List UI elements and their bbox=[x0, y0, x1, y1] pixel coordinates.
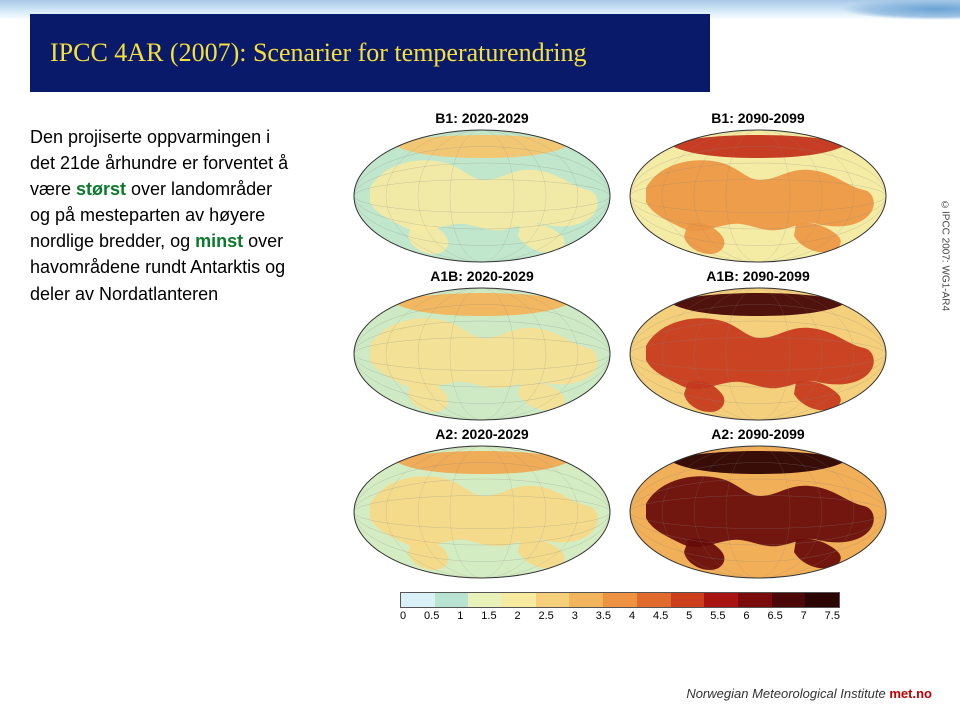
colorbar-tick: 2.5 bbox=[539, 610, 554, 622]
credit-text: ©IPCC 2007: WG1-AR4 bbox=[940, 200, 951, 311]
colorbar-tick: 4 bbox=[629, 610, 635, 622]
map-label: A1B: 2020-2029 bbox=[352, 268, 612, 284]
globe-map bbox=[628, 444, 888, 580]
colorbar-swatch bbox=[401, 593, 435, 607]
map-cell: B1: 2090-2099 bbox=[628, 110, 888, 264]
colorbar-wrap: 0 0.5 1 1.5 2 2.5 3 3.5 4 4.5 5 5.5 6 6.5 7 7.5 bbox=[400, 592, 840, 622]
map-cell: A1B: 2020-2029 bbox=[352, 268, 612, 422]
colorbar-swatch bbox=[704, 593, 738, 607]
map-label: A2: 2090-2099 bbox=[628, 426, 888, 442]
slide-title: IPCC 4AR (2007): Scenarier for temperatu… bbox=[50, 38, 586, 68]
left-text-column: Den projiserte oppvarmingen i det 21de å… bbox=[30, 110, 300, 651]
colorbar-tick: 3.5 bbox=[596, 610, 611, 622]
map-cell: B1: 2020-2029 bbox=[352, 110, 612, 264]
body-row: Den projiserte oppvarmingen i det 21de å… bbox=[30, 110, 940, 651]
colorbar-tick: 1 bbox=[457, 610, 463, 622]
colorbar-tick: 7 bbox=[801, 610, 807, 622]
colorbar-tick: 1.5 bbox=[481, 610, 496, 622]
map-label: A2: 2020-2029 bbox=[352, 426, 612, 442]
credit-vertical: ©IPCC 2007: WG1-AR4 bbox=[938, 200, 952, 520]
colorbar-tick: 6.5 bbox=[767, 610, 782, 622]
map-label: B1: 2090-2099 bbox=[628, 110, 888, 126]
maps-column: B1: 2020-2029 B1: 2090-2099 A1B: 2020-2029… bbox=[300, 110, 940, 651]
globe-map bbox=[352, 286, 612, 422]
map-cell: A1B: 2090-2099 bbox=[628, 268, 888, 422]
globe-map bbox=[352, 444, 612, 580]
colorbar-tick: 0.5 bbox=[424, 610, 439, 622]
colorbar-tick: 0 bbox=[400, 610, 406, 622]
colorbar-swatch bbox=[772, 593, 806, 607]
colorbar-swatch bbox=[637, 593, 671, 607]
colorbar-tick: 6 bbox=[743, 610, 749, 622]
colorbar-swatch bbox=[468, 593, 502, 607]
colorbar-tick: 5 bbox=[686, 610, 692, 622]
globe-map bbox=[628, 128, 888, 264]
map-cell: A2: 2020-2029 bbox=[352, 426, 612, 580]
paragraph: Den projiserte oppvarmingen i det 21de å… bbox=[30, 124, 290, 307]
map-label: A1B: 2090-2099 bbox=[628, 268, 888, 284]
colorbar bbox=[400, 592, 840, 608]
maps-grid: B1: 2020-2029 B1: 2090-2099 A1B: 2020-2029… bbox=[352, 110, 888, 580]
colorbar-tick: 3 bbox=[572, 610, 578, 622]
colorbar-swatch bbox=[569, 593, 603, 607]
colorbar-swatch bbox=[536, 593, 570, 607]
colorbar-swatch bbox=[502, 593, 536, 607]
colorbar-swatch bbox=[805, 593, 839, 607]
colorbar-tick: 7.5 bbox=[825, 610, 840, 622]
footer-institute: Norwegian Meteorological Institute bbox=[686, 686, 885, 701]
footer-site: met.no bbox=[889, 686, 932, 701]
colorbar-tick: 4.5 bbox=[653, 610, 668, 622]
colorbar-swatch bbox=[435, 593, 469, 607]
globe-map bbox=[352, 128, 612, 264]
globe-map bbox=[628, 286, 888, 422]
title-box: IPCC 4AR (2007): Scenarier for temperatu… bbox=[30, 14, 710, 92]
colorbar-swatch bbox=[603, 593, 637, 607]
colorbar-swatch bbox=[738, 593, 772, 607]
map-label: B1: 2020-2029 bbox=[352, 110, 612, 126]
slide-page: IPCC 4AR (2007): Scenarier for temperatu… bbox=[0, 0, 960, 711]
colorbar-ticks: 0 0.5 1 1.5 2 2.5 3 3.5 4 4.5 5 5.5 6 6.5 7 7.5 bbox=[400, 610, 840, 622]
map-cell: A2: 2090-2099 bbox=[628, 426, 888, 580]
footer: Norwegian Meteorological Institute met.n… bbox=[686, 686, 932, 701]
para-emph-storst: størst bbox=[76, 179, 126, 199]
colorbar-tick: 2 bbox=[514, 610, 520, 622]
colorbar-swatch bbox=[671, 593, 705, 607]
para-emph-minst: minst bbox=[195, 231, 243, 251]
colorbar-tick: 5.5 bbox=[710, 610, 725, 622]
